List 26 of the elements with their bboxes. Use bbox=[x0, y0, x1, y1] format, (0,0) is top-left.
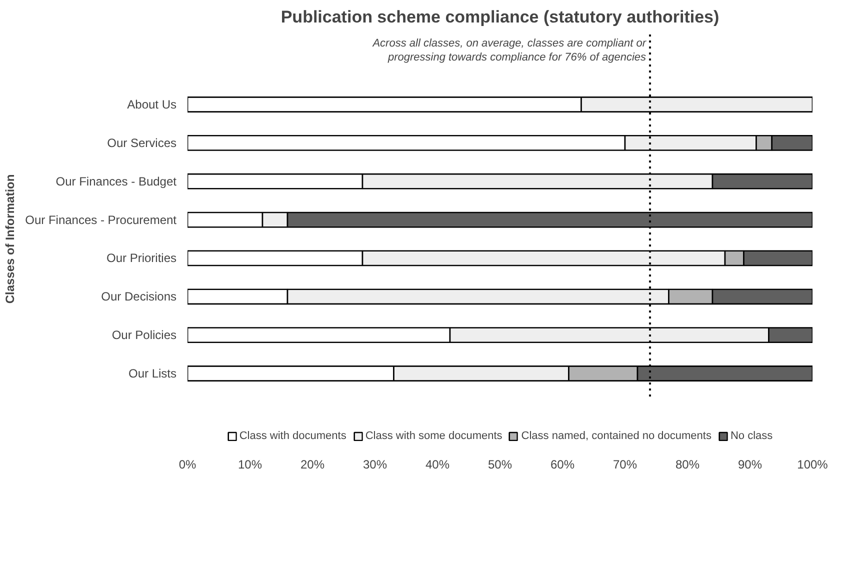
x-tick-label: 20% bbox=[300, 458, 325, 472]
y-tick-label: Our Lists bbox=[128, 366, 177, 380]
y-axis-title: Classes of Information bbox=[3, 174, 18, 304]
x-tick-label: 100% bbox=[797, 458, 828, 472]
x-tick-label: 10% bbox=[238, 458, 262, 472]
y-tick-label: Our Finances - Procurement bbox=[25, 212, 178, 227]
x-tick-label: 40% bbox=[425, 458, 450, 472]
y-tick-label: Our Priorities bbox=[106, 251, 176, 266]
y-tick-label: About Us bbox=[127, 98, 176, 112]
chart-title: Publication scheme compliance (statutory authorities) bbox=[280, 8, 720, 26]
y-tick-label: Our Services bbox=[107, 136, 177, 150]
x-tick-label: 70% bbox=[612, 458, 638, 472]
legend-label: Class named, contained no documents bbox=[521, 430, 712, 442]
x-tick-label: 50% bbox=[488, 458, 512, 472]
legend-label: Class with documents bbox=[239, 430, 346, 442]
x-tick-label: 0% bbox=[178, 458, 196, 472]
y-tick-label: Our Policies bbox=[112, 328, 176, 342]
x-tick-label: 30% bbox=[362, 458, 388, 472]
x-tick-label: 80% bbox=[675, 458, 700, 472]
x-tick-label: 60% bbox=[550, 458, 575, 472]
legend-label: No class bbox=[730, 430, 773, 442]
y-tick-label: Our Finances - Budget bbox=[56, 174, 178, 188]
legend-label: Class with some documents bbox=[365, 430, 502, 442]
x-tick-label: 90% bbox=[738, 458, 762, 472]
ref-line-label: Across all classes, on average, classes are compliant or progressing towards compliance for 76% of agencies bbox=[372, 37, 648, 64]
y-tick-label: Our Decisions bbox=[101, 290, 176, 304]
